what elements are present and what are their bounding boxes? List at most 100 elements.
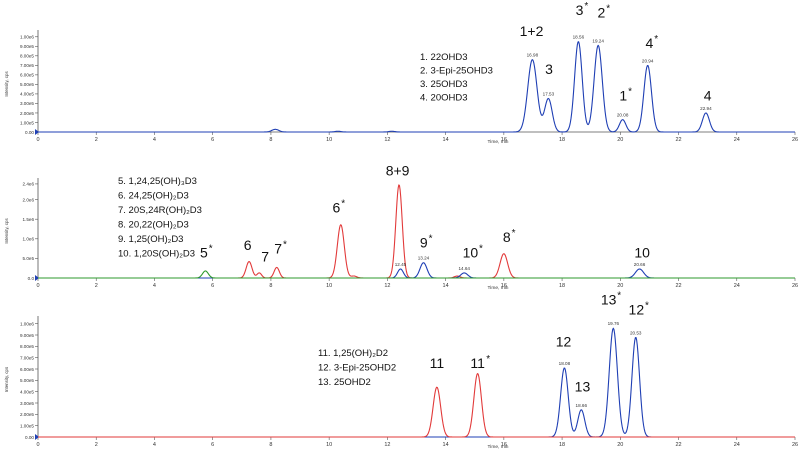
x-tick-label: 14 xyxy=(443,283,449,289)
x-tick-label: 10 xyxy=(326,442,332,448)
x-tick-label: 2 xyxy=(95,137,98,143)
x-tick-label: 12 xyxy=(384,137,390,143)
peak-annotation-asterisk: * xyxy=(429,233,433,244)
peak-retention-label: 12.45 xyxy=(395,262,407,267)
x-tick-label: 18 xyxy=(559,442,565,448)
y-axis-title: Intensity, cps xyxy=(4,218,9,244)
x-tick-label: 10 xyxy=(326,283,332,289)
y-tick-label: 1.00e5 xyxy=(20,423,34,428)
x-tick-label: 20 xyxy=(617,442,623,448)
peak-annotation: 13 xyxy=(601,291,617,307)
legend-entry: 12. 3-Epi-25OHD2 xyxy=(318,363,396,374)
peak-retention-label: 20.53 xyxy=(630,330,642,335)
x-tick-label: 2 xyxy=(95,442,98,448)
peak-retention-label: 18.08 xyxy=(559,361,571,366)
peak-retention-label: 20.66 xyxy=(634,262,646,267)
x-tick-label: 24 xyxy=(734,137,740,143)
y-tick-label: 1.5e6 xyxy=(23,217,35,222)
peak-retention-label: 20.94 xyxy=(642,58,654,63)
y-tick-label: 1.00e6 xyxy=(20,35,34,40)
legend-entry: 2. 3-Epi-25OHD3 xyxy=(420,66,493,77)
y-tick-label: 3.00e5 xyxy=(20,101,34,106)
origin-marker xyxy=(35,129,39,135)
trace-series-1 xyxy=(38,41,795,133)
peak-annotation-asterisk: * xyxy=(283,240,287,251)
y-tick-label: 1.00e5 xyxy=(20,120,34,125)
x-tick-label: 12 xyxy=(384,283,390,289)
legend-entry: 11. 1,25(OH)₂D2 xyxy=(318,348,388,359)
legend-entry: 7. 20S,24R(OH)₂D3 xyxy=(118,205,202,216)
x-tick-label: 0 xyxy=(36,283,39,289)
peak-annotation-asterisk: * xyxy=(617,290,621,301)
peak-annotation-asterisk: * xyxy=(341,199,345,210)
y-axis-title: Intensity, cps xyxy=(4,71,9,97)
peak-annotation: 9 xyxy=(420,234,428,250)
y-tick-label: 8.00e5 xyxy=(20,54,34,59)
legend-entry: 10. 1,20S(OH)₂D3 xyxy=(118,249,195,260)
y-tick-label: 8.00e5 xyxy=(20,344,34,349)
trace-series-1 xyxy=(38,327,795,438)
legend-entry: 9. 1,25(OH)₂D3 xyxy=(118,234,183,245)
y-tick-label: 1.00e6 xyxy=(20,321,34,326)
chart-panel-3: 0.00 1.00e5 2.00e5 3.00e5 4.00e5 5.00e5 6.00e5… xyxy=(4,290,798,450)
peak-annotation-asterisk: * xyxy=(606,4,610,15)
x-tick-label: 6 xyxy=(211,283,214,289)
peak-annotation-asterisk: * xyxy=(628,87,632,98)
peak-annotation-asterisk: * xyxy=(584,1,588,12)
peak-annotation: 1+2 xyxy=(520,23,544,39)
x-tick-label: 8 xyxy=(269,137,272,143)
peak-annotation-asterisk: * xyxy=(512,228,516,239)
peak-retention-label: 13.24 xyxy=(418,256,430,261)
x-tick-label: 16 xyxy=(501,283,507,289)
peak-annotation: 10 xyxy=(634,245,650,261)
y-tick-label: 5.0e5 xyxy=(23,256,35,261)
y-tick-label: 2.4e6 xyxy=(23,182,35,187)
x-tick-label: 20 xyxy=(617,283,623,289)
x-tick-label: 22 xyxy=(675,137,681,143)
peak-annotation: 12 xyxy=(556,333,572,349)
trace-series-2 xyxy=(38,372,795,438)
x-tick-label: 14 xyxy=(443,137,449,143)
legend-entry: 3. 25OHD3 xyxy=(420,79,468,90)
peak-annotation: 4 xyxy=(704,88,712,104)
peak-annotation: 6 xyxy=(333,200,341,216)
peak-retention-label: 16.98 xyxy=(527,53,539,58)
peak-annotation: 8+9 xyxy=(386,162,410,178)
legend-entry: 5. 1,24,25(OH)₃D3 xyxy=(118,176,197,187)
peak-annotation-asterisk: * xyxy=(486,354,490,365)
peak-annotation-asterisk: * xyxy=(645,301,649,312)
x-tick-label: 4 xyxy=(153,442,156,448)
y-tick-label: 4.00e5 xyxy=(20,389,34,394)
y-tick-label: 6.00e5 xyxy=(20,73,34,78)
peak-annotation: 11 xyxy=(470,355,485,371)
peak-retention-label: 18.56 xyxy=(573,35,585,40)
x-tick-label: 24 xyxy=(734,442,740,448)
x-tick-label: 4 xyxy=(153,137,156,143)
peak-annotation: 6 xyxy=(244,237,252,253)
x-axis-title: Time, min xyxy=(488,139,509,145)
peak-annotation: 7 xyxy=(261,249,269,265)
peak-annotation: 2 xyxy=(597,5,605,21)
x-tick-label: 26 xyxy=(792,137,798,143)
y-tick-label: 0.0 xyxy=(28,276,35,281)
x-tick-label: 22 xyxy=(675,283,681,289)
y-tick-label: 2.00e5 xyxy=(20,111,34,116)
x-tick-label: 12 xyxy=(384,442,390,448)
x-tick-label: 6 xyxy=(211,442,214,448)
peak-annotation: 5 xyxy=(200,245,208,261)
legend-entry: 8. 20,22(OH)₂D3 xyxy=(118,220,189,231)
peak-annotation: 4 xyxy=(646,35,654,51)
x-tick-label: 26 xyxy=(792,442,798,448)
x-tick-label: 16 xyxy=(501,442,507,448)
x-tick-label: 18 xyxy=(559,283,565,289)
peak-retention-label: 20.08 xyxy=(617,113,629,118)
y-tick-label: 9.00e5 xyxy=(20,44,34,49)
y-tick-label: 4.00e5 xyxy=(20,92,34,97)
peak-annotation: 3 xyxy=(545,61,553,77)
x-tick-label: 6 xyxy=(211,137,214,143)
peak-annotation: 12 xyxy=(629,302,645,318)
y-tick-label: 3.00e5 xyxy=(20,401,34,406)
peak-annotation: 11 xyxy=(430,355,445,371)
